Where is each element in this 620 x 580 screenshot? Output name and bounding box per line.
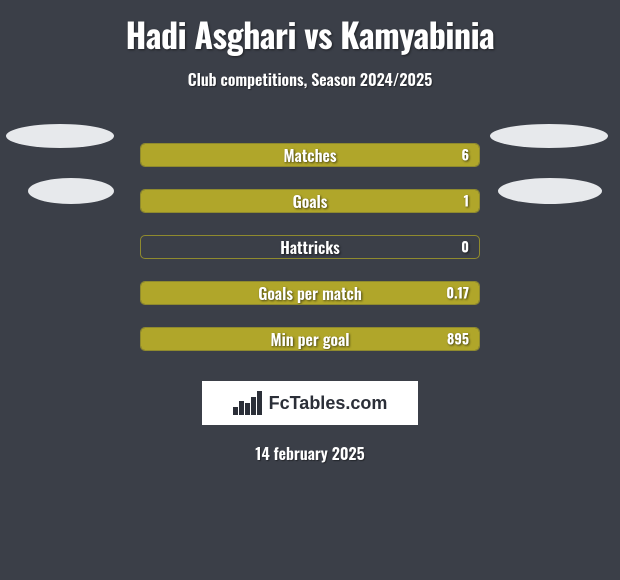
brand-text: FcTables.com bbox=[269, 393, 388, 414]
stat-value: 0 bbox=[461, 237, 469, 258]
barchart-icon bbox=[233, 391, 263, 415]
stat-bar-fill bbox=[141, 282, 479, 304]
player-avatar-oval bbox=[28, 178, 114, 204]
stat-bar: Matches6 bbox=[140, 143, 480, 167]
stat-bar-fill bbox=[141, 144, 479, 166]
brand-logo: FcTables.com bbox=[202, 381, 418, 425]
stat-bar-fill bbox=[141, 328, 479, 350]
player-avatar-oval bbox=[498, 178, 602, 204]
stat-label: Hattricks bbox=[141, 235, 479, 259]
player-avatar-oval bbox=[490, 124, 608, 148]
player-avatar-oval bbox=[6, 124, 114, 148]
stat-row: Hattricks0 bbox=[0, 227, 620, 273]
page-title: Hadi Asghari vs Kamyabinia bbox=[0, 0, 620, 59]
date-label: 14 february 2025 bbox=[0, 441, 620, 465]
stat-bar: Min per goal895 bbox=[140, 327, 480, 351]
stat-bar: Hattricks0 bbox=[140, 235, 480, 259]
subtitle: Club competitions, Season 2024/2025 bbox=[0, 67, 620, 91]
stat-rows: Matches6 Goals1 Hattricks0 Goals per match0… bbox=[0, 135, 620, 365]
stat-bar: Goals1 bbox=[140, 189, 480, 213]
stat-bar: Goals per match0.17 bbox=[140, 281, 480, 305]
stat-bar-fill bbox=[141, 190, 479, 212]
stat-row: Goals per match0.17 bbox=[0, 273, 620, 319]
stat-row: Min per goal895 bbox=[0, 319, 620, 365]
